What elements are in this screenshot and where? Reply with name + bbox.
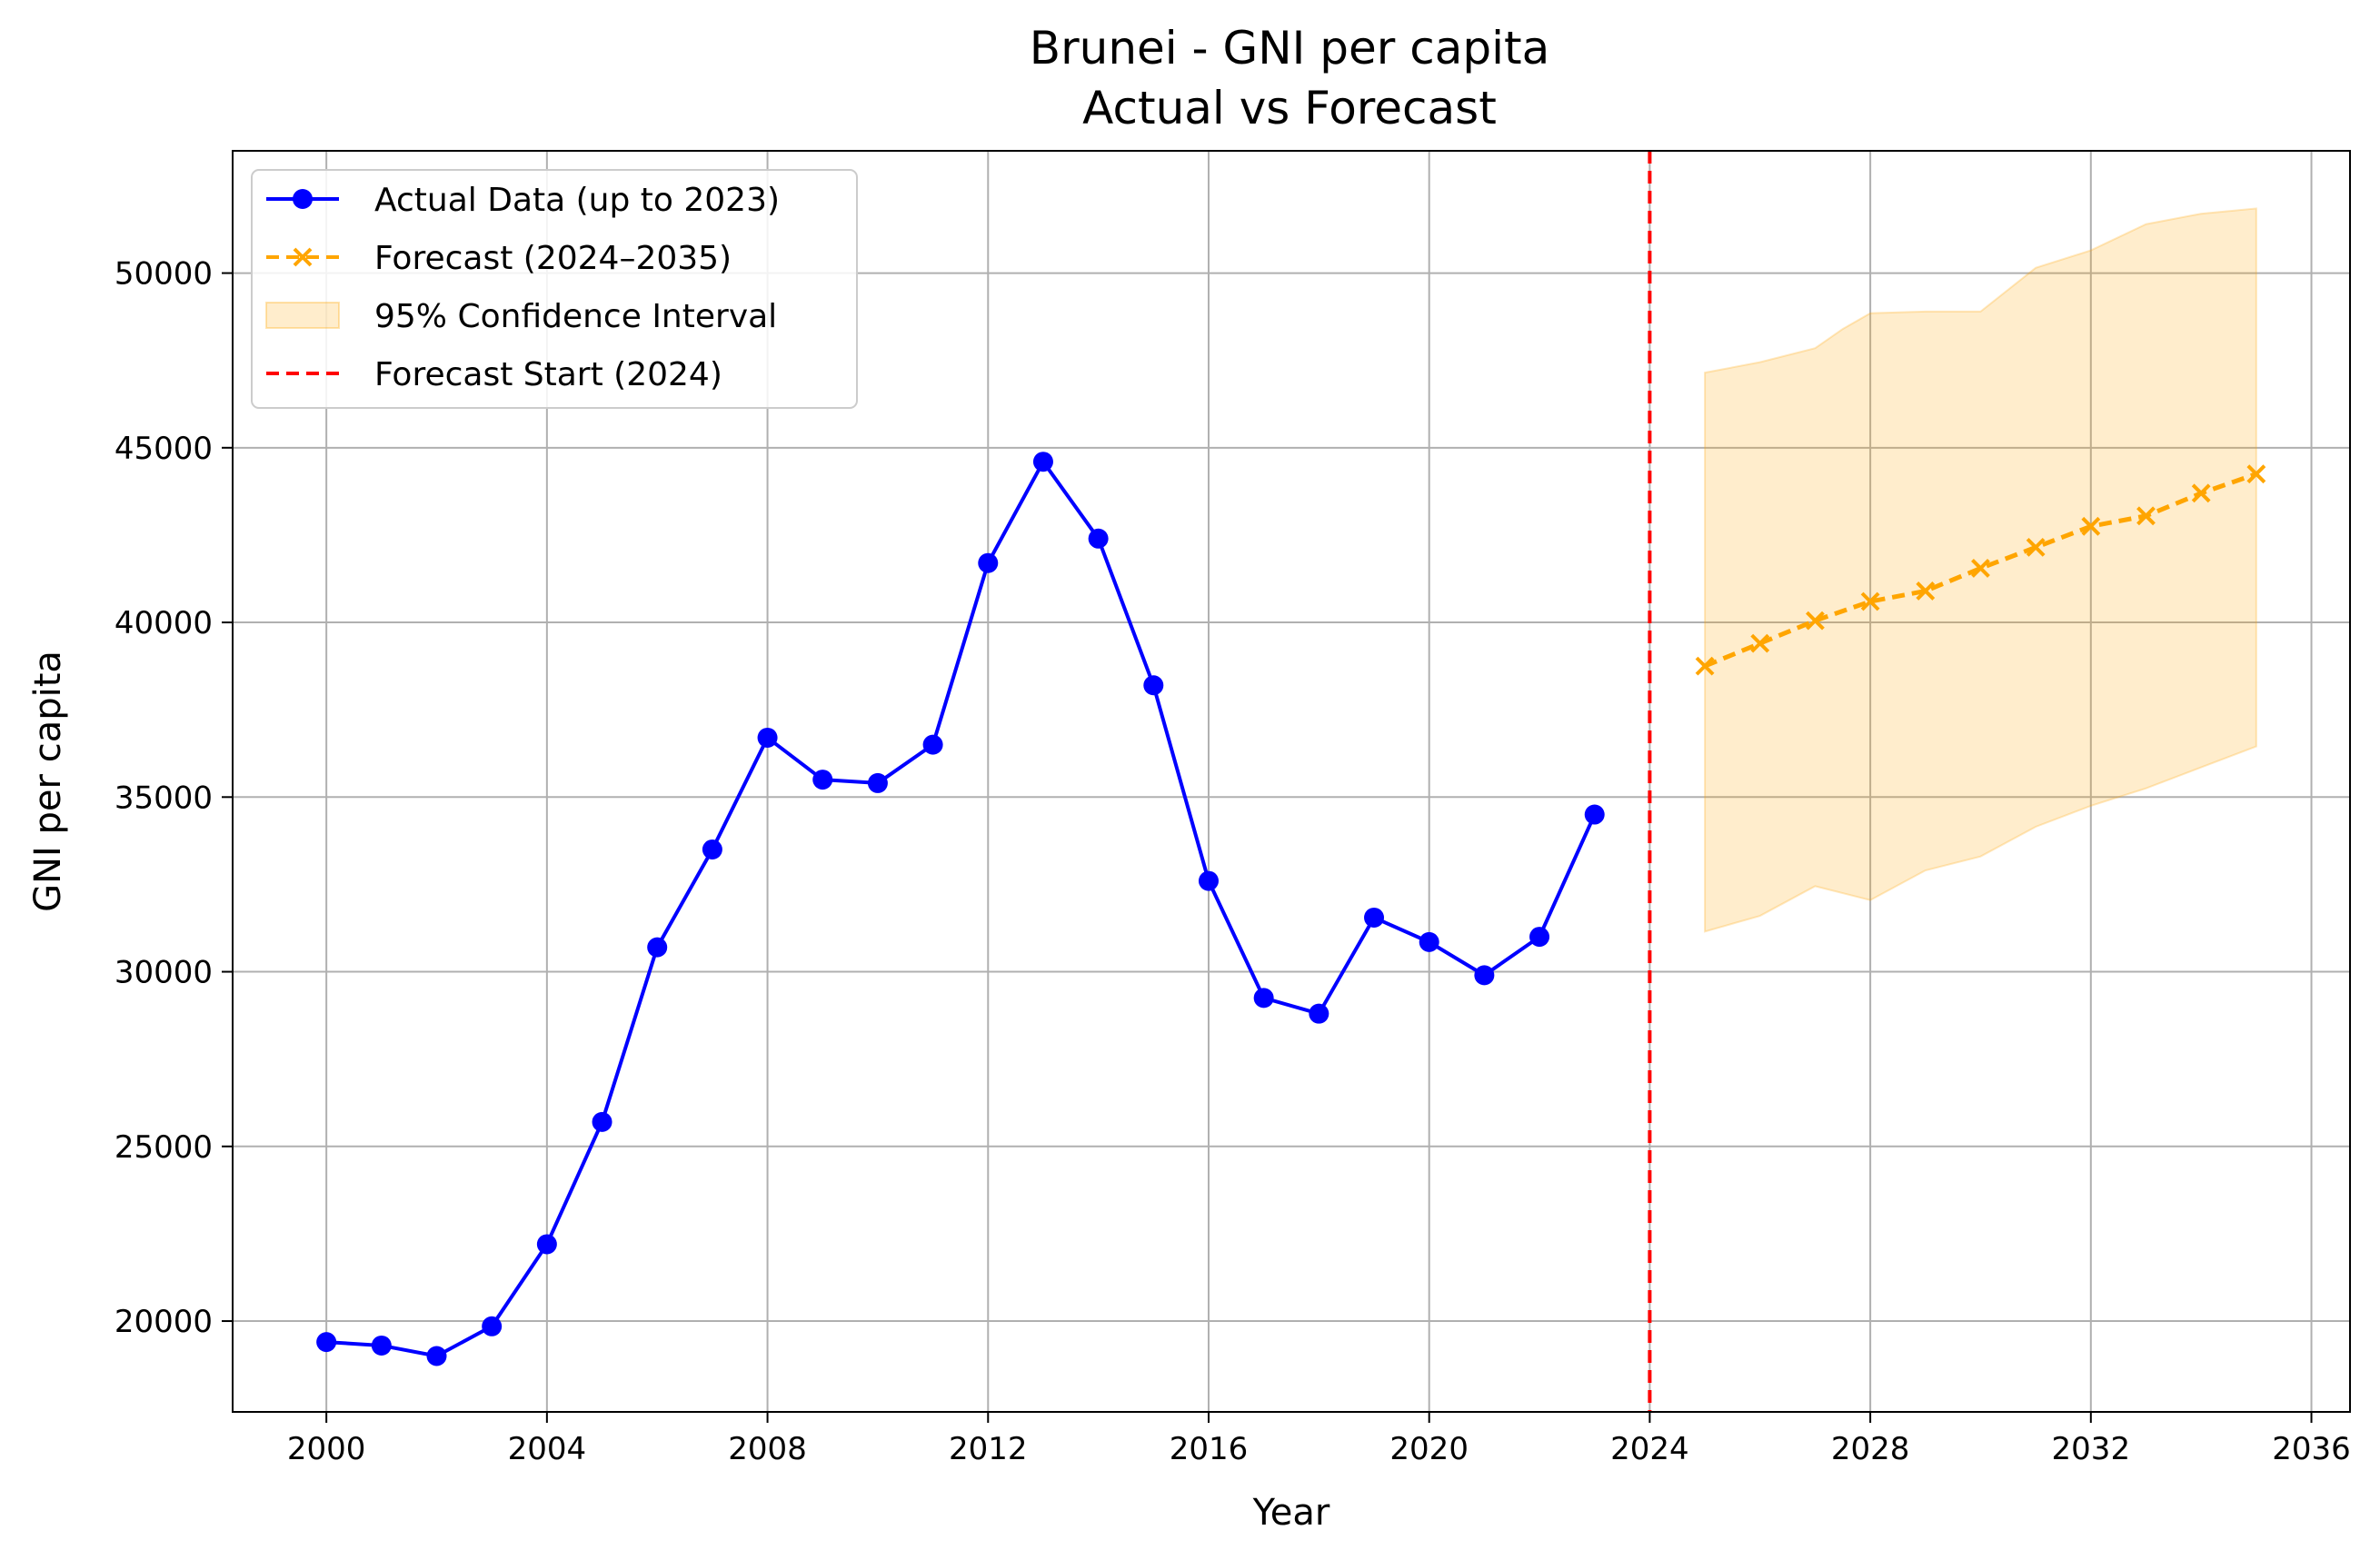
forecast-data-point [2136, 506, 2156, 526]
y-tick-label: 35000 [115, 780, 213, 816]
legend-ci-label: 95% Confidence Interval [374, 298, 777, 335]
forecast-data-point [1750, 633, 1770, 653]
x-tick-label: 2020 [1389, 1431, 1469, 1467]
actual-data-point [812, 770, 833, 790]
legend-actual-label: Actual Data (up to 2023) [374, 182, 780, 219]
x-tick-label: 2036 [2272, 1431, 2351, 1467]
x-tick-label: 2012 [949, 1431, 1028, 1467]
legend-ci-swatch [265, 302, 340, 329]
x-tick-label: 2008 [728, 1431, 807, 1467]
forecast-data-point [1916, 581, 1936, 601]
x-tick-label: 2004 [508, 1431, 587, 1467]
actual-data-point [757, 727, 778, 748]
y-tick-label: 20000 [115, 1304, 213, 1340]
actual-data-point [316, 1332, 337, 1353]
chart-subtitle: Actual vs Forecast [1082, 82, 1497, 134]
plot-frame [232, 150, 2351, 1413]
y-tick-label: 45000 [115, 431, 213, 467]
actual-data-point [1253, 988, 1274, 1009]
actual-data-point [1143, 675, 1164, 696]
actual-data-point [1474, 965, 1495, 986]
forecast-data-point [2246, 464, 2266, 484]
y-tick-label: 50000 [115, 256, 213, 293]
forecast-data-point [1806, 611, 1825, 631]
actual-data-point [536, 1234, 557, 1255]
legend-forecast-marker [293, 247, 313, 267]
actual-data-point [1032, 452, 1053, 472]
actual-data-point [371, 1335, 392, 1356]
y-tick-label: 25000 [115, 1129, 213, 1166]
legend-forecast-start-label: Forecast Start (2024) [374, 356, 722, 393]
x-tick-label: 2016 [1170, 1431, 1249, 1467]
forecast-data-point [2191, 483, 2211, 503]
actual-data-point [426, 1346, 447, 1366]
actual-data-point [1198, 870, 1219, 891]
series-layer [316, 452, 2266, 1366]
chart-title: Brunei - GNI per capita [1030, 22, 1549, 75]
actual-data-point [1529, 927, 1550, 948]
actual-data-point [592, 1111, 612, 1132]
actual-series-line [326, 460, 1597, 1358]
y-axis-label: GNI per capita [27, 651, 69, 912]
actual-data-point [702, 839, 722, 859]
legend-frame [251, 169, 858, 409]
actual-data-point [482, 1316, 503, 1336]
x-axis-label: Year [1252, 1492, 1330, 1534]
actual-data-point [1364, 907, 1385, 928]
actual-data-point [647, 937, 668, 958]
x-axis-ticks: 2000 2004 2008 2012 2016 2020 2024 2028 2032 2036 [287, 1412, 2351, 1467]
legend: Actual Data (up to 2023) Forecast (2024–… [251, 169, 858, 409]
x-tick-label: 2024 [1610, 1431, 1689, 1467]
x-tick-label: 2028 [1831, 1431, 1910, 1467]
forecast-data-point [1971, 559, 1990, 578]
actual-data-point [867, 772, 888, 793]
forecast-data-point [2026, 537, 2046, 557]
actual-data-point [978, 552, 999, 573]
forecast-series-line [1704, 472, 2257, 669]
actual-data-point [922, 734, 943, 755]
actual-data-point [1584, 804, 1605, 825]
forecast-data-point [1695, 656, 1715, 676]
y-tick-label: 40000 [115, 605, 213, 641]
y-tick-label: 30000 [115, 955, 213, 991]
x-tick-label: 2032 [2052, 1431, 2131, 1467]
x-tick-label: 2000 [287, 1431, 366, 1467]
actual-data-point [1419, 931, 1439, 952]
actual-data-point [1088, 528, 1109, 549]
forecast-data-point [2081, 516, 2101, 536]
actual-data-point [1309, 1003, 1329, 1024]
forecast-data-point [1860, 591, 1880, 611]
legend-actual-marker [293, 189, 313, 209]
y-axis-ticks: 20000 25000 30000 35000 40000 45000 50000 [115, 256, 233, 1340]
legend-forecast-label: Forecast (2024–2035) [374, 240, 732, 277]
